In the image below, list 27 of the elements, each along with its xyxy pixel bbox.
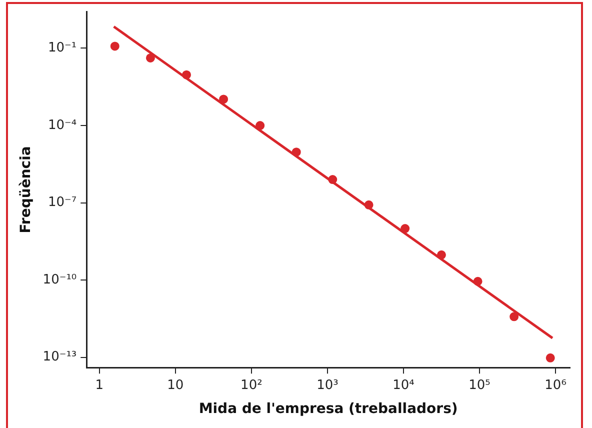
x-tick-label: 10 <box>167 378 184 393</box>
point <box>292 148 301 157</box>
x-tick-label: 10³ <box>316 378 338 393</box>
x-tick-label: 10⁵ <box>468 378 490 393</box>
x-tick-label: 10² <box>240 378 262 393</box>
y-tick-label: 10⁻⁷ <box>48 195 77 210</box>
point <box>510 312 519 322</box>
y-tick-label: 10⁻¹⁰ <box>42 272 77 288</box>
point <box>473 276 482 286</box>
y-tick-label: 10⁻¹ <box>48 40 77 56</box>
y-axis-title: Freqüència <box>18 146 34 234</box>
y-tick-label: 10⁻¹³ <box>42 350 77 365</box>
point <box>219 94 228 104</box>
point <box>546 353 555 362</box>
point <box>364 200 374 210</box>
point <box>182 70 191 80</box>
point <box>400 224 410 234</box>
point <box>328 175 338 184</box>
point <box>146 53 155 62</box>
point <box>436 250 446 260</box>
x-tick-label: 10⁶ <box>544 378 566 393</box>
x-axis-title: Mida de l'empresa (treballadors) <box>198 401 458 418</box>
x-tick-label: 10⁴ <box>392 378 414 393</box>
y-tick-label: 10⁻⁴ <box>48 118 77 133</box>
point <box>256 121 265 130</box>
point <box>110 42 120 51</box>
x-tick-label: 1 <box>95 378 104 393</box>
